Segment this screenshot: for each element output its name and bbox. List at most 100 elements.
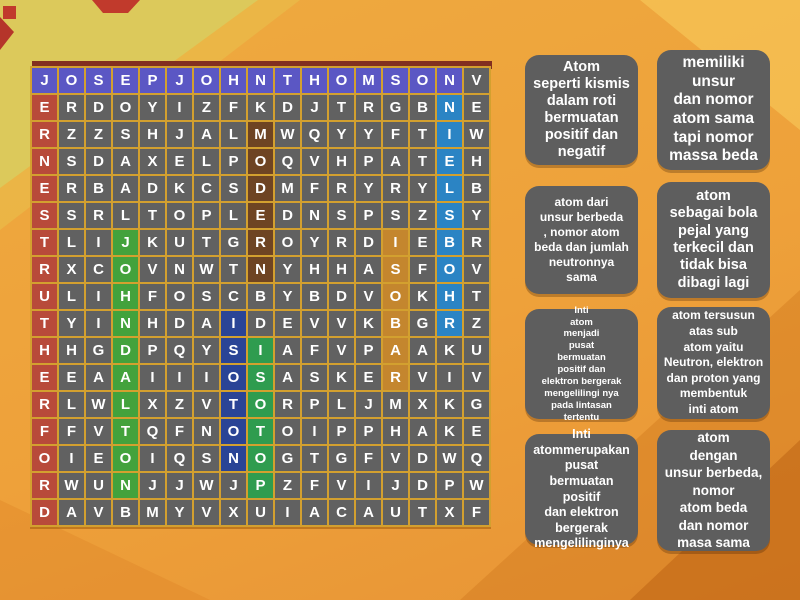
grid-cell[interactable]: E [32,95,57,120]
grid-cell[interactable]: X [59,257,84,282]
grid-cell[interactable]: S [59,149,84,174]
grid-cell[interactable]: F [302,176,327,201]
grid-cell[interactable]: O [437,257,462,282]
grid-cell[interactable]: B [248,284,273,309]
grid-cell[interactable]: L [59,230,84,255]
grid-cell[interactable]: Q [140,419,165,444]
grid-cell[interactable]: A [275,365,300,390]
grid-cell[interactable]: O [383,284,408,309]
grid-cell[interactable]: D [113,338,138,363]
grid-cell[interactable]: U [86,473,111,498]
grid-cell[interactable]: K [167,176,192,201]
grid-cell[interactable]: E [86,446,111,471]
grid-cell[interactable]: I [302,419,327,444]
grid-cell[interactable]: R [32,122,57,147]
grid-cell[interactable]: R [59,95,84,120]
grid-cell[interactable]: B [113,500,138,525]
grid-cell[interactable]: E [275,311,300,336]
grid-cell[interactable]: L [437,176,462,201]
grid-cell[interactable]: A [113,149,138,174]
grid-cell[interactable]: I [248,338,273,363]
grid-cell[interactable]: V [464,68,489,93]
grid-cell[interactable]: O [248,392,273,417]
grid-cell[interactable]: H [113,284,138,309]
grid-cell[interactable]: K [356,311,381,336]
grid-cell[interactable]: L [59,284,84,309]
grid-cell[interactable]: S [221,338,246,363]
grid-cell[interactable]: S [221,176,246,201]
grid-cell[interactable]: N [221,446,246,471]
grid-cell[interactable]: A [113,176,138,201]
grid-cell[interactable]: E [437,149,462,174]
grid-cell[interactable]: I [140,446,165,471]
grid-cell[interactable]: K [437,419,462,444]
grid-cell[interactable]: I [221,311,246,336]
grid-cell[interactable]: F [356,446,381,471]
grid-cell[interactable]: Q [167,446,192,471]
grid-cell[interactable]: P [437,473,462,498]
grid-cell[interactable]: S [86,68,111,93]
grid-cell[interactable]: M [140,500,165,525]
grid-cell[interactable]: P [356,149,381,174]
grid-cell[interactable]: X [437,500,462,525]
grid-cell[interactable]: R [86,203,111,228]
grid-cell[interactable]: Q [302,122,327,147]
grid-cell[interactable]: D [248,176,273,201]
grid-cell[interactable]: N [32,149,57,174]
grid-cell[interactable]: W [464,122,489,147]
grid-cell[interactable]: V [383,446,408,471]
grid-cell[interactable]: W [464,473,489,498]
grid-cell[interactable]: P [221,149,246,174]
grid-cell[interactable]: W [59,473,84,498]
grid-cell[interactable]: R [383,176,408,201]
grid-cell[interactable]: R [329,230,354,255]
grid-cell[interactable]: H [464,149,489,174]
grid-cell[interactable]: O [275,419,300,444]
grid-cell[interactable]: M [383,392,408,417]
grid-cell[interactable]: H [437,284,462,309]
grid-cell[interactable]: N [248,68,273,93]
grid-cell[interactable]: H [32,338,57,363]
grid-cell[interactable]: V [86,419,111,444]
grid-cell[interactable]: Y [275,257,300,282]
grid-cell[interactable]: L [221,122,246,147]
grid-cell[interactable]: T [464,284,489,309]
grid-cell[interactable]: E [464,95,489,120]
grid-cell[interactable]: O [59,68,84,93]
grid-cell[interactable]: O [410,68,435,93]
grid-cell[interactable]: H [383,419,408,444]
grid-cell[interactable]: O [248,446,273,471]
grid-cell[interactable]: S [383,203,408,228]
grid-cell[interactable]: V [410,365,435,390]
grid-cell[interactable]: F [32,419,57,444]
grid-cell[interactable]: P [140,68,165,93]
grid-cell[interactable]: X [410,392,435,417]
grid-cell[interactable]: O [32,446,57,471]
grid-cell[interactable]: D [410,446,435,471]
grid-cell[interactable]: U [383,500,408,525]
grid-cell[interactable]: L [59,392,84,417]
grid-cell[interactable]: D [329,284,354,309]
grid-cell[interactable]: C [86,257,111,282]
grid-cell[interactable]: A [356,500,381,525]
grid-cell[interactable]: S [437,203,462,228]
grid-cell[interactable]: O [113,446,138,471]
grid-cell[interactable]: O [113,95,138,120]
grid-cell[interactable]: P [356,419,381,444]
grid-cell[interactable]: O [248,149,273,174]
grid-cell[interactable]: O [275,230,300,255]
grid-cell[interactable]: I [194,365,219,390]
grid-cell[interactable]: U [464,338,489,363]
grid-cell[interactable]: G [275,446,300,471]
grid-cell[interactable]: U [167,230,192,255]
grid-cell[interactable]: T [32,230,57,255]
grid-cell[interactable]: F [140,284,165,309]
grid-cell[interactable]: V [329,338,354,363]
grid-cell[interactable]: C [221,284,246,309]
grid-cell[interactable]: R [59,176,84,201]
grid-cell[interactable]: I [437,365,462,390]
grid-cell[interactable]: B [302,284,327,309]
grid-cell[interactable]: I [140,365,165,390]
grid-cell[interactable]: F [167,419,192,444]
grid-cell[interactable]: V [86,500,111,525]
